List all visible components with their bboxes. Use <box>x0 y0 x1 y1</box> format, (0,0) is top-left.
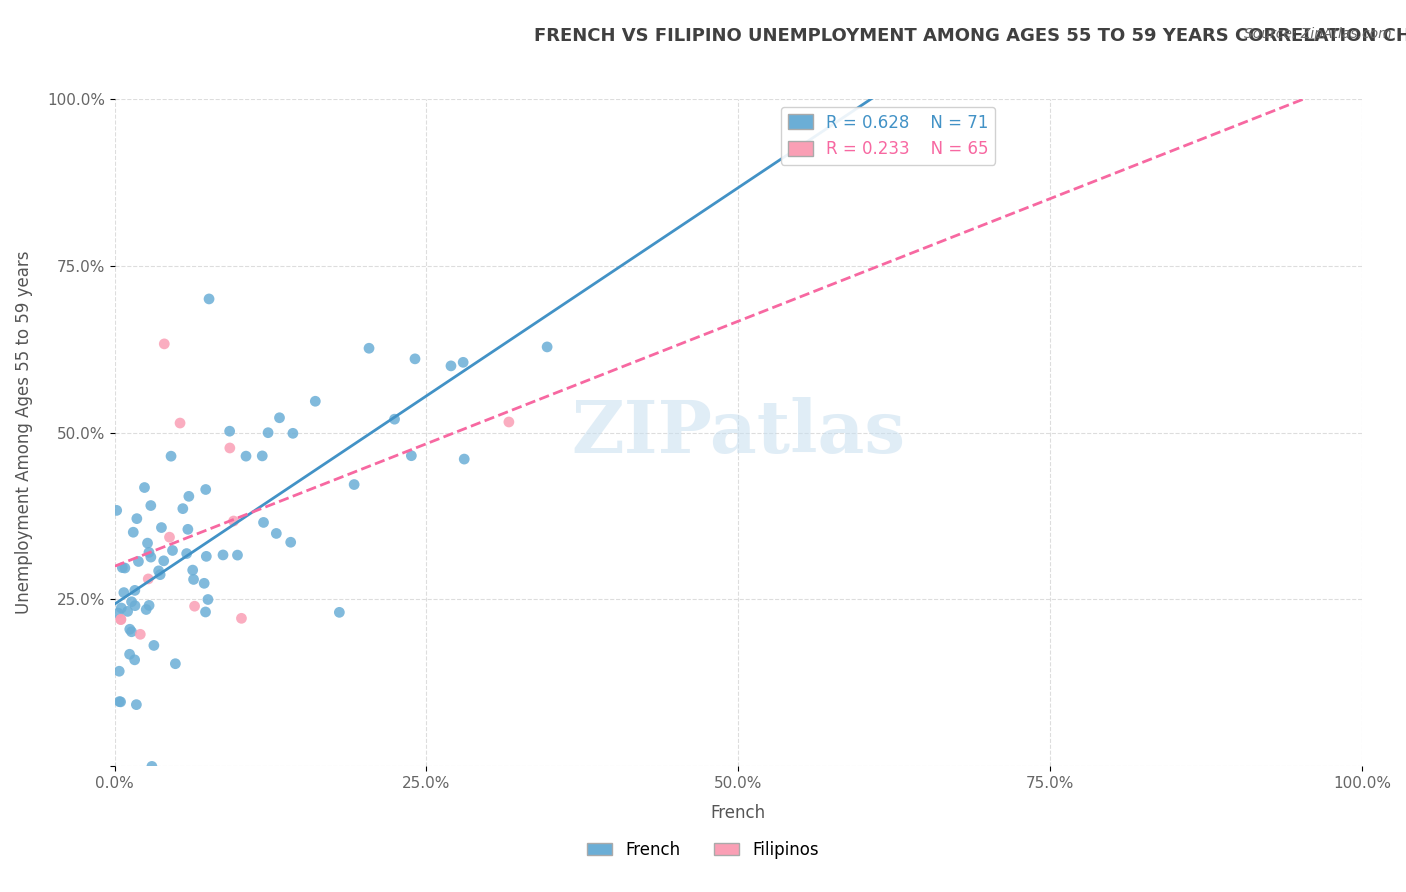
Point <box>169 416 191 430</box>
Point <box>384 412 406 426</box>
Point <box>105 503 128 517</box>
Point <box>114 561 136 575</box>
Point <box>536 340 558 354</box>
Point <box>498 415 520 429</box>
Point <box>124 653 146 667</box>
Point <box>266 526 288 541</box>
Point <box>343 477 366 491</box>
Point <box>357 341 380 355</box>
Point <box>257 425 280 440</box>
Point <box>139 550 162 565</box>
Point <box>451 355 474 369</box>
Point <box>148 564 170 578</box>
Point <box>149 567 172 582</box>
Point <box>153 337 176 351</box>
Text: French: French <box>711 805 766 822</box>
Point <box>124 599 146 613</box>
Legend: French, Filipinos: French, Filipinos <box>581 835 825 866</box>
Point <box>125 698 148 712</box>
Point <box>183 599 205 614</box>
Point <box>195 549 218 564</box>
Text: FRENCH VS FILIPINO UNEMPLOYMENT AMONG AGES 55 TO 59 YEARS CORRELATION CHART: FRENCH VS FILIPINO UNEMPLOYMENT AMONG AG… <box>534 27 1406 45</box>
Point <box>135 602 157 616</box>
Point <box>121 595 143 609</box>
Point <box>110 695 132 709</box>
Point <box>193 576 215 591</box>
Point <box>138 599 160 613</box>
Point <box>440 359 463 373</box>
Point <box>218 424 240 438</box>
Point <box>138 545 160 559</box>
Point <box>136 572 159 586</box>
Point <box>108 695 131 709</box>
Point <box>404 351 426 366</box>
Point <box>139 499 162 513</box>
Point <box>281 426 304 441</box>
Point <box>117 604 139 618</box>
Point <box>235 449 257 463</box>
Point <box>136 536 159 550</box>
Point <box>159 530 181 544</box>
Point <box>304 394 326 409</box>
Point <box>141 759 163 773</box>
Point <box>453 452 475 467</box>
Point <box>127 554 149 568</box>
Point <box>110 612 132 626</box>
Point <box>112 585 135 599</box>
Point <box>134 481 156 495</box>
Point <box>118 647 141 661</box>
Point <box>194 605 217 619</box>
Point <box>226 548 249 562</box>
Y-axis label: Unemployment Among Ages 55 to 59 years: Unemployment Among Ages 55 to 59 years <box>15 251 32 615</box>
Point <box>269 410 291 425</box>
Point <box>165 657 187 671</box>
Point <box>110 612 132 626</box>
Point <box>125 511 148 525</box>
Point <box>152 554 174 568</box>
Point <box>218 441 240 455</box>
Text: Source: ZipAtlas.com: Source: ZipAtlas.com <box>1244 27 1392 41</box>
Point <box>110 601 132 615</box>
Point <box>183 573 205 587</box>
Point <box>142 639 165 653</box>
Point <box>172 501 194 516</box>
Point <box>129 627 152 641</box>
Point <box>252 516 274 530</box>
Point <box>107 606 129 620</box>
Point <box>401 449 423 463</box>
Point <box>111 560 134 574</box>
Point <box>222 514 245 528</box>
Point <box>176 547 198 561</box>
Point <box>121 624 143 639</box>
Point <box>108 665 131 679</box>
Point <box>177 522 200 536</box>
Point <box>197 592 219 607</box>
Point <box>177 489 200 503</box>
Point <box>252 449 274 463</box>
Point <box>212 548 235 562</box>
Point <box>122 525 145 540</box>
Legend: R = 0.628    N = 71, R = 0.233    N = 65: R = 0.628 N = 71, R = 0.233 N = 65 <box>780 107 995 165</box>
Point <box>280 535 302 549</box>
Text: ZIPatlas: ZIPatlas <box>571 397 905 468</box>
Point <box>162 543 184 558</box>
Point <box>194 483 217 497</box>
Point <box>124 583 146 598</box>
Point <box>328 605 350 619</box>
Point <box>160 449 183 463</box>
Point <box>118 622 141 636</box>
Point <box>181 563 204 577</box>
Point <box>231 611 253 625</box>
Point <box>150 520 173 534</box>
Point <box>198 292 221 306</box>
